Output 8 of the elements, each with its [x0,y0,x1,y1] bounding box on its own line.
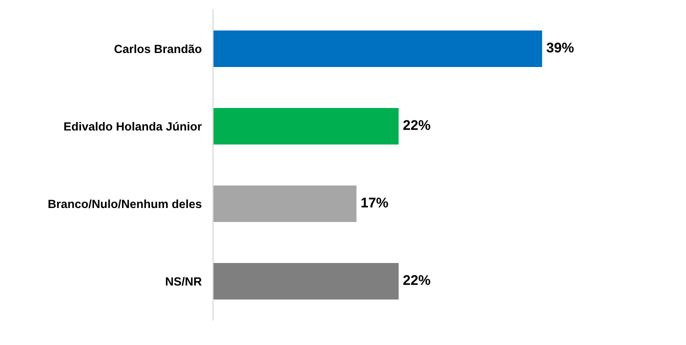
y-tick-label: NS/NR [166,276,202,286]
data-label: 22% [403,275,430,285]
data-label: 17% [362,198,388,208]
data-label: 22% [403,120,430,130]
y-tick-label: Carlos Brandão [114,44,202,54]
y-tick-label: Edivaldo Holanda Júnior [64,122,202,131]
data-label: 39% [546,42,574,52]
y-tick-label: Branco/Nulo/Nenhum deles [48,199,202,208]
